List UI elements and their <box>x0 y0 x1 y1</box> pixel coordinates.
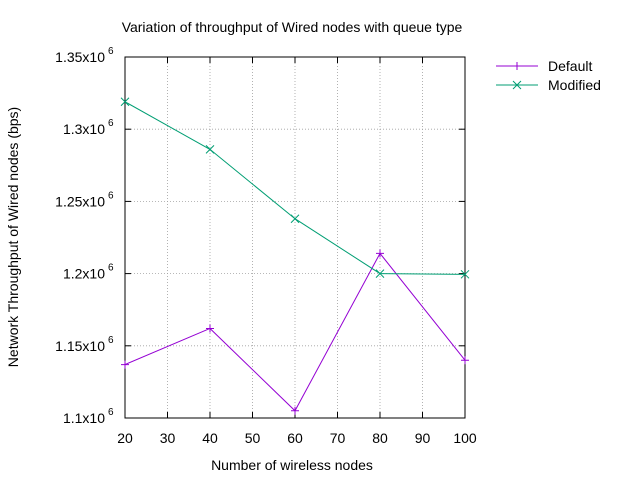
data-point-modified <box>205 145 215 154</box>
data-point-modified <box>290 214 300 224</box>
x-tick-label: 90 <box>415 430 431 446</box>
x-tick-label: 70 <box>330 430 346 446</box>
data-point-default <box>291 406 299 415</box>
data-series <box>120 97 470 415</box>
data-point-default <box>376 249 384 258</box>
data-point-default <box>461 356 469 365</box>
legend-label-default: Default <box>548 58 592 74</box>
y-tick-label: 1.15x10 <box>55 338 105 354</box>
data-point-default <box>121 360 129 369</box>
x-tick-label: 30 <box>160 430 176 446</box>
y-tick-exponent: 6 <box>108 263 114 274</box>
x-tick-label: 60 <box>287 430 303 446</box>
legend: Default Modified <box>496 58 601 93</box>
y-tick-label: 1.2x10 <box>63 266 105 282</box>
y-tick-label: 1.25x10 <box>55 193 105 209</box>
data-point-default <box>206 324 214 333</box>
y-axis-label: Network Throughput of Wired nodes (bps) <box>5 107 21 367</box>
data-point-modified <box>375 269 385 278</box>
x-tick-label: 20 <box>117 430 133 446</box>
series-line-modified <box>124 101 466 275</box>
x-tick-label: 50 <box>245 430 261 446</box>
y-tick-exponent: 6 <box>108 407 114 418</box>
legend-label-modified: Modified <box>548 77 601 93</box>
legend-marker-default <box>513 62 521 70</box>
y-tick-label: 1.35x10 <box>55 49 105 65</box>
y-tick-exponent: 6 <box>108 46 114 57</box>
y-tick-label: 1.1x10 <box>63 410 105 426</box>
x-axis-label: Number of wireless nodes <box>211 457 373 473</box>
y-tick-exponent: 6 <box>108 335 114 346</box>
y-tick-label: 1.3x10 <box>63 121 105 137</box>
legend-marker-modified <box>512 80 522 90</box>
grid-lines <box>125 57 465 418</box>
y-tick-exponent: 6 <box>108 190 114 201</box>
data-point-modified <box>120 97 130 107</box>
chart-title: Variation of throughput of Wired nodes w… <box>122 19 463 35</box>
x-tick-label: 80 <box>372 430 388 446</box>
data-point-modified <box>460 269 470 279</box>
x-tick-label: 40 <box>202 430 218 446</box>
x-tick-label: 100 <box>453 430 477 446</box>
y-tick-exponent: 6 <box>108 118 114 129</box>
